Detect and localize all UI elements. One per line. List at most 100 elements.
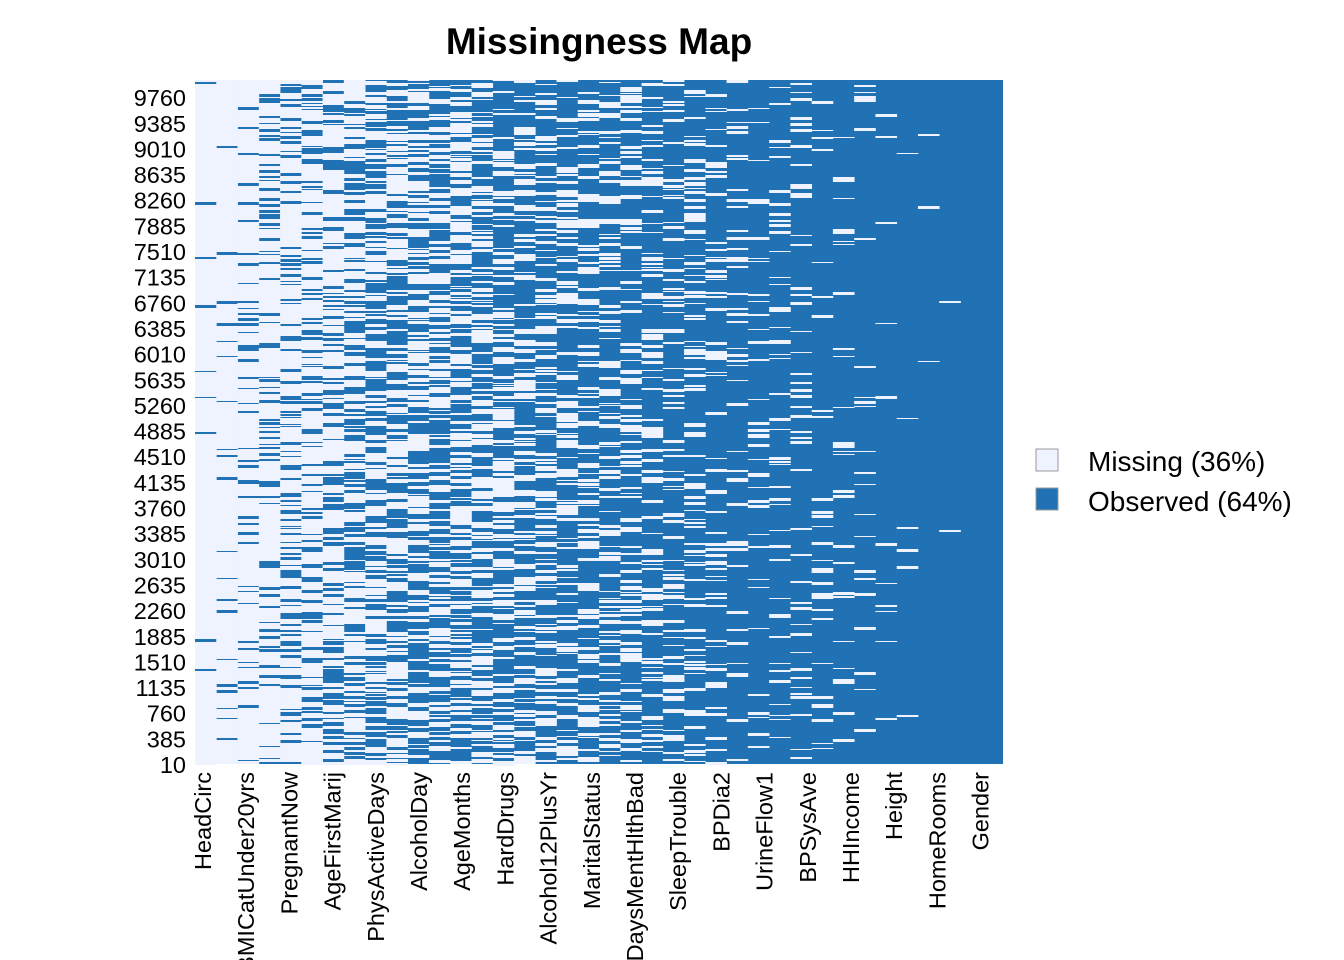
missing-cell <box>599 620 621 622</box>
missing-cell <box>450 183 472 184</box>
missing-cell <box>322 640 345 641</box>
missing-cell <box>195 745 217 747</box>
x-tick-label: HeadCirc <box>190 772 216 870</box>
missing-cell <box>322 272 345 273</box>
missing-cell <box>769 429 791 430</box>
missing-cell <box>513 333 536 334</box>
missing-cell <box>237 730 260 731</box>
missing-cell <box>280 321 302 324</box>
missing-cell <box>216 173 238 176</box>
missing-cell <box>343 450 366 451</box>
missing-cell <box>620 609 642 610</box>
missing-cell <box>662 226 685 229</box>
missing-cell <box>258 120 281 121</box>
missing-cell <box>258 270 281 271</box>
missing-cell <box>577 387 600 390</box>
missing-cell <box>513 719 536 721</box>
missing-cell <box>216 621 238 623</box>
missing-cell <box>386 179 409 180</box>
missing-cell <box>513 645 536 647</box>
missing-cell <box>237 750 260 752</box>
missing-cell <box>216 654 238 655</box>
missing-cell <box>237 142 260 145</box>
missing-cell <box>280 228 302 230</box>
missing-cell <box>684 637 706 639</box>
missing-cell <box>386 101 409 103</box>
missing-cell <box>620 441 642 442</box>
missing-cell <box>237 115 260 118</box>
missing-cell <box>599 600 621 601</box>
missing-cell <box>407 575 430 577</box>
missing-cell <box>343 374 366 375</box>
missing-cell <box>471 209 494 212</box>
missing-cell <box>216 136 238 138</box>
missing-cell <box>556 128 579 129</box>
missing-cell <box>195 317 217 319</box>
missing-cell <box>343 339 366 342</box>
missing-cell <box>195 263 217 264</box>
missing-cell <box>450 270 472 272</box>
missing-cell <box>216 747 238 748</box>
missing-cell <box>195 322 217 323</box>
missing-cell <box>917 134 940 136</box>
missing-cell <box>577 721 600 722</box>
missing-cell <box>237 674 260 675</box>
missing-cell <box>365 573 387 574</box>
missing-cell <box>195 242 217 244</box>
missing-cell <box>258 678 281 680</box>
missing-cell <box>365 515 387 516</box>
missing-cell <box>577 113 600 116</box>
missing-cell <box>556 121 579 122</box>
missing-cell <box>195 117 217 119</box>
missing-cell <box>343 372 366 374</box>
missing-cell <box>428 509 451 511</box>
missing-cell <box>216 629 238 632</box>
missing-cell <box>195 562 217 564</box>
missing-cell <box>237 663 260 664</box>
missing-cell <box>407 229 430 231</box>
missing-cell <box>556 748 579 751</box>
missing-cell <box>195 281 217 283</box>
missing-cell <box>450 261 472 264</box>
missing-cell <box>513 756 536 757</box>
missing-cell <box>407 619 430 622</box>
missing-cell <box>301 260 323 261</box>
missing-cell <box>705 563 727 565</box>
missing-cell <box>322 441 345 444</box>
missing-cell <box>195 534 217 537</box>
missing-cell <box>258 283 281 286</box>
missing-cell <box>237 487 260 489</box>
missing-cell <box>322 112 345 113</box>
missing-cell <box>237 198 260 200</box>
missing-cell <box>790 668 813 671</box>
missing-cell <box>620 580 642 583</box>
missing-cell <box>365 529 387 532</box>
missing-cell <box>258 749 281 752</box>
legend: Missing (36%) Observed (64%) <box>1035 446 1292 517</box>
missing-cell <box>428 249 451 250</box>
missing-cell <box>492 548 515 551</box>
missing-cell <box>684 143 706 146</box>
missing-cell <box>195 731 217 732</box>
missing-cell <box>450 636 472 637</box>
missing-cell <box>875 718 898 720</box>
missing-cell <box>492 360 515 363</box>
missing-cell <box>428 335 451 336</box>
missing-cell <box>216 381 238 384</box>
missing-cell <box>599 442 621 445</box>
y-tick-label: 5635 <box>134 367 186 393</box>
missing-cell <box>450 275 472 277</box>
missing-cell <box>301 744 323 747</box>
missing-cell <box>237 519 260 520</box>
missing-cell <box>258 534 281 537</box>
missing-cell <box>726 321 749 323</box>
missing-cell <box>769 147 791 148</box>
missing-cell <box>620 180 642 183</box>
missing-cell <box>216 558 238 559</box>
missing-cell <box>237 329 260 332</box>
missing-cell <box>407 434 430 435</box>
missing-cell <box>280 188 302 190</box>
missing-cell <box>599 558 621 561</box>
missing-cell <box>216 273 238 274</box>
missing-cell <box>195 276 217 278</box>
